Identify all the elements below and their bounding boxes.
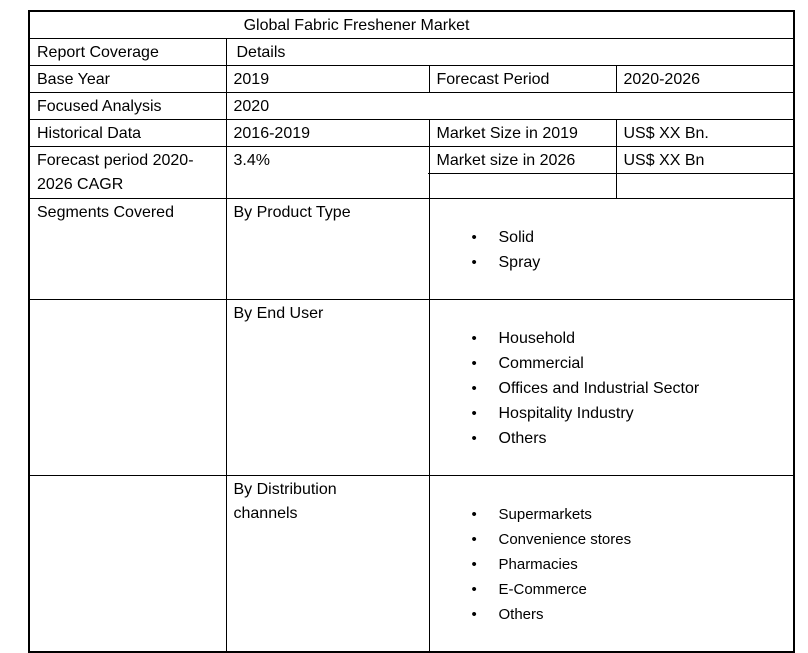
title-row: Global Fabric Freshener Market <box>28 10 795 39</box>
page: { "title": "Global Fabric Freshener Mark… <box>28 10 796 653</box>
bullet-icon: • <box>471 556 477 573</box>
bullet-item: • Others <box>430 426 793 451</box>
bullet-item: • E-Commerce <box>430 577 793 602</box>
forecast-period-label: Forecast Period <box>428 65 617 93</box>
segments-covered-empty-cell <box>28 475 227 653</box>
report-coverage-label: Report Coverage <box>28 38 227 66</box>
bullet-icon: • <box>471 531 477 548</box>
market-size-2019-label: Market Size in 2019 <box>428 119 617 147</box>
details-label: Details <box>225 38 795 66</box>
segment-category-product-type: By Product Type <box>225 198 430 300</box>
bullet-label: Offices and Industrial Sector <box>498 380 700 397</box>
segment-category-end-user: By End User <box>225 299 430 476</box>
bullet-item: • Commercial <box>430 351 793 376</box>
market-size-2019-value: US$ XX Bn. <box>615 119 795 147</box>
bullet-label: Solid <box>498 229 535 246</box>
bullet-icon: • <box>471 405 477 422</box>
bullet-label: Others <box>498 606 544 623</box>
base-year-value: 2019 <box>225 65 430 93</box>
segment-items-end-user: • Household • Commercial • Offices and Indust… <box>430 324 793 451</box>
bullet-item: • Spray <box>430 250 793 275</box>
cagr-label: Forecast period 2020-2026 CAGR <box>28 146 227 199</box>
segment-items-product-type: • Solid • Spray <box>430 223 793 275</box>
segment-items-end-user-cell: • Household • Commercial • Offices and Indust… <box>428 299 795 476</box>
segment-items-product-type-cell: • Solid • Spray <box>428 198 795 300</box>
bullet-item: • Household <box>430 326 793 351</box>
header-row: Report Coverage Details <box>28 38 795 66</box>
segment-items-distribution: • Supermarkets • Convenience stores • Pharmac… <box>430 500 793 627</box>
border-artifact-line <box>428 173 793 174</box>
bullet-label: Spray <box>498 254 541 271</box>
bullet-icon: • <box>471 430 477 447</box>
bullet-label: Household <box>498 330 576 347</box>
historical-data-row: Historical Data 2016-2019 Market Size in… <box>28 119 795 147</box>
bullet-item: • Hospitality Industry <box>430 401 793 426</box>
focused-analysis-label: Focused Analysis <box>28 92 227 120</box>
bullet-label: E-Commerce <box>498 581 587 598</box>
bullet-label: Convenience stores <box>498 531 632 548</box>
report-coverage-table: Global Fabric Freshener Market Report Co… <box>28 10 796 653</box>
bullet-item: • Others <box>430 602 793 627</box>
report-table: Global Fabric Freshener Market Report Co… <box>28 10 796 653</box>
segment-category-distribution: By Distribution channels <box>225 475 430 653</box>
bullet-label: Hospitality Industry <box>498 405 634 422</box>
bullet-icon: • <box>471 581 477 598</box>
bullet-label: Supermarkets <box>498 506 592 523</box>
segment-items-distribution-cell: • Supermarkets • Convenience stores • Pharmac… <box>428 475 795 653</box>
cagr-value: 3.4% <box>225 146 430 199</box>
market-size-2026-label: Market size in 2026 <box>428 146 617 199</box>
historical-data-label: Historical Data <box>28 119 227 147</box>
focused-analysis-row: Focused Analysis 2020 <box>28 92 795 120</box>
bullet-icon: • <box>471 355 477 372</box>
table-title: Global Fabric Freshener Market <box>28 10 795 39</box>
bullet-label: Others <box>498 430 547 447</box>
bullet-icon: • <box>471 229 477 246</box>
segments-covered-empty-cell <box>28 299 227 476</box>
bullet-label: Pharmacies <box>498 556 578 573</box>
base-year-row: Base Year 2019 Forecast Period 2020-2026 <box>28 65 795 93</box>
segment-row-product-type: Segments Covered By Product Type • Solid •… <box>28 198 795 300</box>
bullet-icon: • <box>471 330 477 347</box>
bullet-icon: • <box>471 254 477 271</box>
forecast-period-value: 2020-2026 <box>615 65 795 93</box>
bullet-item: • Convenience stores <box>430 527 793 552</box>
bullet-icon: • <box>471 606 477 623</box>
focused-analysis-value: 2020 <box>225 92 795 120</box>
bullet-item: • Supermarkets <box>430 502 793 527</box>
bullet-item: • Offices and Industrial Sector <box>430 376 793 401</box>
base-year-label: Base Year <box>28 65 227 93</box>
segment-row-distribution: By Distribution channels • Supermarkets • C… <box>28 475 795 653</box>
bullet-item: • Pharmacies <box>430 552 793 577</box>
bullet-icon: • <box>471 380 477 397</box>
segment-row-end-user: By End User • Household • Commercial • Office… <box>28 299 795 476</box>
historical-data-value: 2016-2019 <box>225 119 430 147</box>
segments-covered-label: Segments Covered <box>28 198 227 300</box>
cagr-row: Forecast period 2020-2026 CAGR 3.4% Mark… <box>28 146 795 199</box>
bullet-icon: • <box>471 506 477 523</box>
bullet-item: • Solid <box>430 225 793 250</box>
bullet-label: Commercial <box>498 355 584 372</box>
